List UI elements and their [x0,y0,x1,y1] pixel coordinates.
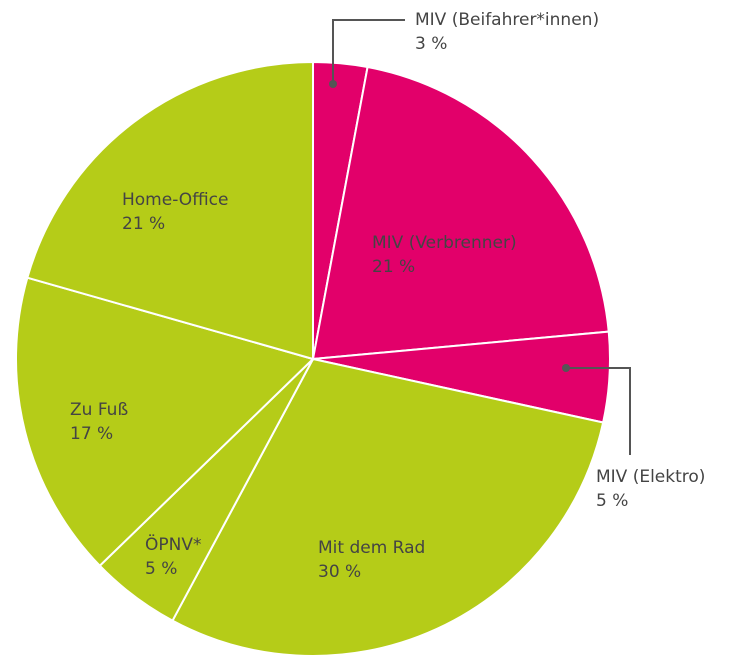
pie-slice [26,60,314,361]
slice-value-label: 3 % [415,34,447,54]
leader-dot [329,80,337,88]
slice-label: Mit dem Rad [318,538,425,558]
slice-label: MIV (Verbrenner) [372,233,517,253]
pie-slice [15,276,315,568]
slice-value-label: 30 % [318,562,361,582]
leader-line [566,367,631,455]
slice-label: Home-Office [122,190,228,210]
slice-label: Zu Fuß [70,400,128,420]
pie-slice [171,357,605,657]
slice-value-label: 17 % [70,424,113,444]
slice-label: ÖPNV* [145,533,201,555]
leader-dot [562,364,570,372]
slice-value-label: 21 % [122,214,165,234]
pie-slice [311,65,610,361]
slice-value-label: 5 % [596,491,628,511]
slice-value-label: 21 % [372,257,415,277]
slice-label: MIV (Beifahrer*innen) [415,10,599,30]
leader-line [332,19,405,84]
slice-label: MIV (Elektro) [596,467,705,487]
slice-value-label: 5 % [145,559,177,579]
